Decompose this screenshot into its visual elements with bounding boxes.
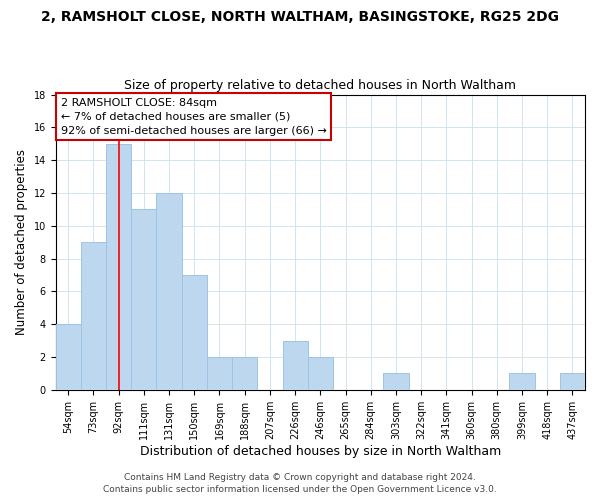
- Bar: [106, 144, 131, 390]
- Bar: [383, 374, 409, 390]
- Bar: [131, 210, 157, 390]
- Bar: [56, 324, 81, 390]
- Bar: [81, 242, 106, 390]
- X-axis label: Distribution of detached houses by size in North Waltham: Distribution of detached houses by size …: [140, 444, 501, 458]
- Text: 2, RAMSHOLT CLOSE, NORTH WALTHAM, BASINGSTOKE, RG25 2DG: 2, RAMSHOLT CLOSE, NORTH WALTHAM, BASING…: [41, 10, 559, 24]
- Bar: [157, 193, 182, 390]
- Bar: [182, 275, 207, 390]
- Y-axis label: Number of detached properties: Number of detached properties: [15, 149, 28, 335]
- Bar: [308, 357, 333, 390]
- Bar: [207, 357, 232, 390]
- Bar: [232, 357, 257, 390]
- Bar: [560, 374, 585, 390]
- Text: Contains HM Land Registry data © Crown copyright and database right 2024.
Contai: Contains HM Land Registry data © Crown c…: [103, 472, 497, 494]
- Bar: [283, 340, 308, 390]
- Bar: [509, 374, 535, 390]
- Title: Size of property relative to detached houses in North Waltham: Size of property relative to detached ho…: [124, 79, 517, 92]
- Text: 2 RAMSHOLT CLOSE: 84sqm
← 7% of detached houses are smaller (5)
92% of semi-deta: 2 RAMSHOLT CLOSE: 84sqm ← 7% of detached…: [61, 98, 326, 136]
